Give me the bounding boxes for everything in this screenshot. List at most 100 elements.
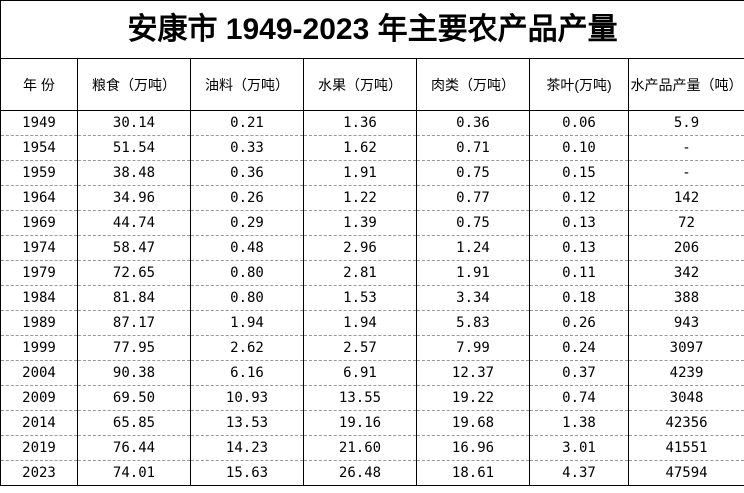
value-cell: 12.37 (416, 360, 530, 386)
column-header: 油料（万吨） (190, 58, 304, 111)
column-header: 水产品产量（吨） (627, 58, 744, 111)
year-cell: 2014 (0, 410, 78, 436)
value-cell: 0.80 (190, 285, 304, 311)
table-row: 1989 87.17 1.94 1.94 5.83 0.26 943 (0, 310, 744, 336)
value-cell: 1.94 (303, 310, 417, 336)
table-row: 1969 44.74 0.29 1.39 0.75 0.13 72 (0, 210, 744, 236)
value-cell: 3048 (627, 385, 744, 411)
value-cell: 13.55 (303, 385, 417, 411)
value-cell: 0.75 (416, 160, 530, 186)
year-cell: 2004 (0, 360, 78, 386)
value-cell: 2.81 (303, 260, 417, 286)
column-header: 年 份 (0, 58, 78, 111)
value-cell: 19.22 (416, 385, 530, 411)
value-cell: 7.99 (416, 335, 530, 361)
value-cell: 3097 (627, 335, 744, 361)
table-row: 2023 74.01 15.63 26.48 18.61 4.37 47594 (0, 460, 744, 486)
table-row: 1964 34.96 0.26 1.22 0.77 0.12 142 (0, 185, 744, 211)
year-cell: 1959 (0, 160, 78, 186)
value-cell: 1.91 (416, 260, 530, 286)
value-cell: 0.36 (190, 160, 304, 186)
value-cell: 0.37 (529, 360, 629, 386)
value-cell: 14.23 (190, 435, 304, 461)
value-cell: 0.36 (416, 110, 530, 136)
value-cell: 1.53 (303, 285, 417, 311)
value-cell: 76.44 (77, 435, 191, 461)
value-cell: 4239 (627, 360, 744, 386)
year-cell: 1974 (0, 235, 78, 261)
year-cell: 1954 (0, 135, 78, 161)
value-cell: 0.74 (529, 385, 629, 411)
value-cell: 15.63 (190, 460, 304, 486)
value-cell: 0.80 (190, 260, 304, 286)
value-cell: 0.10 (529, 135, 629, 161)
value-cell: 0.13 (529, 235, 629, 261)
value-cell: 10.93 (190, 385, 304, 411)
table-row: 1999 77.95 2.62 2.57 7.99 0.24 3097 (0, 335, 744, 361)
value-cell: 943 (627, 310, 744, 336)
year-cell: 1999 (0, 335, 78, 361)
value-cell: 2.57 (303, 335, 417, 361)
value-cell: 5.83 (416, 310, 530, 336)
column-header: 粮食（万吨） (77, 58, 191, 111)
value-cell: 47594 (627, 460, 744, 486)
value-cell: 58.47 (77, 235, 191, 261)
table-row: 1954 51.54 0.33 1.62 0.71 0.10- (0, 135, 744, 161)
value-cell: 1.91 (303, 160, 417, 186)
value-cell: 19.16 (303, 410, 417, 436)
value-cell: 38.48 (77, 160, 191, 186)
table-row: 1959 38.48 0.36 1.91 0.75 0.15- (0, 160, 744, 186)
value-cell: 0.21 (190, 110, 304, 136)
year-cell: 1964 (0, 185, 78, 211)
table-row: 1949 30.14 0.21 1.36 0.36 0.06 5.9 (0, 110, 744, 136)
value-cell: 6.91 (303, 360, 417, 386)
value-cell: 1.62 (303, 135, 417, 161)
column-header: 水果（万吨） (303, 58, 417, 111)
value-cell: 72 (627, 210, 744, 236)
header-row: 年 份粮食（万吨） 油料（万吨） 水果（万吨） 肉类（万吨） 茶叶(万吨) 水产品产量（吨… (0, 58, 744, 111)
value-cell: 0.24 (529, 335, 629, 361)
value-cell: 2.62 (190, 335, 304, 361)
value-cell: 19.68 (416, 410, 530, 436)
value-cell: 0.29 (190, 210, 304, 236)
value-cell: 1.24 (416, 235, 530, 261)
value-cell: 74.01 (77, 460, 191, 486)
value-cell: 388 (627, 285, 744, 311)
value-cell: 30.14 (77, 110, 191, 136)
value-cell: 44.74 (77, 210, 191, 236)
table-row: 2004 90.38 6.16 6.91 12.37 0.37 4239 (0, 360, 744, 386)
value-cell: 34.96 (77, 185, 191, 211)
value-cell: 1.38 (529, 410, 629, 436)
year-cell: 1969 (0, 210, 78, 236)
value-cell: 2.96 (303, 235, 417, 261)
value-cell: 0.77 (416, 185, 530, 211)
value-cell: 81.84 (77, 285, 191, 311)
value-cell: 0.75 (416, 210, 530, 236)
value-cell: 77.95 (77, 335, 191, 361)
table-row: 1984 81.84 0.80 1.53 3.34 0.18 388 (0, 285, 744, 311)
value-cell: 0.11 (529, 260, 629, 286)
value-cell: 0.15 (529, 160, 629, 186)
value-cell: 41551 (627, 435, 744, 461)
value-cell: 0.71 (416, 135, 530, 161)
value-cell: 26.48 (303, 460, 417, 486)
value-cell: 69.50 (77, 385, 191, 411)
value-cell: 0.12 (529, 185, 629, 211)
value-cell: 342 (627, 260, 744, 286)
value-cell: 51.54 (77, 135, 191, 161)
value-cell: 21.60 (303, 435, 417, 461)
value-cell: 1.39 (303, 210, 417, 236)
value-cell: 0.26 (529, 310, 629, 336)
table-row: 2014 65.85 13.53 19.16 19.68 1.38 42356 (0, 410, 744, 436)
value-cell: 6.16 (190, 360, 304, 386)
value-cell: - (627, 135, 744, 161)
value-cell: 16.96 (416, 435, 530, 461)
table-row: 1974 58.47 0.48 2.96 1.24 0.13 206 (0, 235, 744, 261)
value-cell: 206 (627, 235, 744, 261)
year-cell: 2023 (0, 460, 78, 486)
year-cell: 2019 (0, 435, 78, 461)
value-cell: 1.22 (303, 185, 417, 211)
year-cell: 1949 (0, 110, 78, 136)
